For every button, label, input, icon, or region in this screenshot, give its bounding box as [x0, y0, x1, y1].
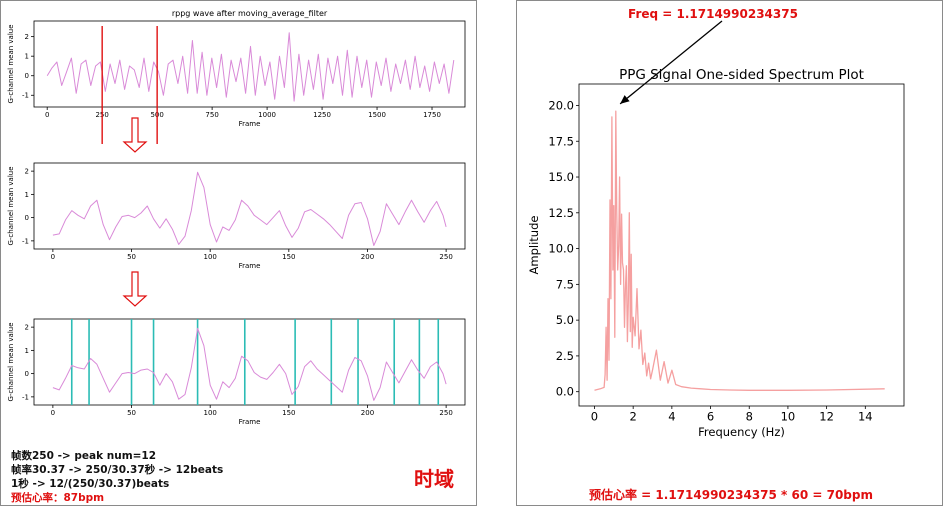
wave_full-xtick-label: 750 [205, 111, 218, 119]
spectrum-figure: 0 2 4 6 8 10 12 14 0.0 2.5 5.0 7.5 10.0 12.5 15.0 17.5 2… [527, 7, 905, 502]
down-arrow-1 [122, 117, 148, 153]
spectrum-title: PPG Signal One-sided Spectrum Plot [619, 67, 864, 83]
frequency-domain-panel: 0 2 4 6 8 10 12 14 0.0 2.5 5.0 7.5 10.0 12.5 15.0 17.5 2… [516, 0, 943, 506]
heart-rate-estimate: 预估心率：87bpm [11, 492, 105, 504]
wave_full-ytick-label: -1 [22, 92, 29, 100]
wave_peaks-xtick-label: 150 [282, 409, 295, 417]
note-line-3: 1秒 -> 12/(250/30.37)beats [11, 478, 170, 490]
wave_peaks-xtick-label: 50 [127, 409, 136, 417]
spectrum-ytick-label: 2.5 [556, 349, 574, 363]
spectrum-xtick-label: 0 [591, 410, 598, 424]
wave_peaks-xlabel: Frame [239, 418, 261, 426]
wave_peaks-xtick-label: 0 [51, 409, 55, 417]
spectrum-line [594, 110, 885, 391]
wave_zoom-xtick-label: 0 [51, 253, 55, 261]
wave_peaks-xtick-label: 100 [203, 409, 216, 417]
wave_peaks-ytick-label: -1 [22, 393, 29, 401]
spectrum-xlabel: Frequency (Hz) [698, 425, 785, 439]
wave_peaks-xtick-label: 250 [439, 409, 452, 417]
wave_full-xtick-label: 0 [45, 111, 49, 119]
spectrum-xtick-label: 8 [746, 410, 753, 424]
annotation-arrow-line [619, 20, 723, 105]
time-domain-panel: 02505007501000125015001750-1012FrameG-ch… [0, 0, 477, 506]
wave_zoom-ytick-label: 0 [25, 214, 29, 222]
spectrum-ytick-label: 10.0 [548, 242, 574, 256]
wave_full-ylabel: G-channel mean value [7, 24, 15, 103]
spectrum-xtick-label: 12 [819, 410, 834, 424]
spectrum-ytick-label: 0.0 [556, 385, 574, 399]
spectrum-ytick-label: 12.5 [548, 206, 574, 220]
wave_zoom-ytick-label: 1 [25, 191, 29, 199]
wave_full-xtick-label: 1500 [368, 111, 386, 119]
wave_full-axes-frame [33, 20, 466, 108]
wave_full-xlabel: Frame [239, 120, 261, 128]
spectrum-ytick-label: 5.0 [556, 313, 574, 327]
note-line-2: 帧率30.37 -> 250/30.37秒 -> 12beats [11, 464, 224, 476]
wave-peaks-line [52, 327, 447, 401]
wave_full-title: rppg wave after moving_average_filter [172, 9, 328, 18]
note-line-1: 帧数250 -> peak num=12 [11, 450, 157, 462]
wave_zoom-xtick-label: 250 [439, 253, 452, 261]
wave_peaks-ylabel: G-channel mean value [7, 322, 15, 401]
spectrum-ytick-label: 20.0 [548, 98, 574, 112]
time-domain-label: 时域 [414, 467, 454, 491]
wave_full-ytick-label: 0 [25, 72, 29, 80]
wave_full-xtick-label: 1000 [258, 111, 276, 119]
wave_zoom-axes-frame [33, 162, 466, 250]
wave_peaks-axes-frame [33, 318, 466, 406]
spectrum-ytick-label: 15.0 [548, 170, 574, 184]
down-arrow-2 [122, 271, 148, 307]
wave_zoom-xlabel: Frame [239, 262, 261, 270]
wave_full-ytick-label: 2 [25, 33, 29, 41]
spectrum-xtick-label: 4 [668, 410, 675, 424]
spectrum-ytick-label: 17.5 [548, 134, 574, 148]
spectrum-ytick-label: 7.5 [556, 277, 574, 291]
wave_zoom-xtick-label: 50 [127, 253, 136, 261]
time-domain-figure: 02505007501000125015001750-1012FrameG-ch… [7, 9, 466, 426]
spectrum-xtick-label: 14 [858, 410, 873, 424]
wave_zoom-xtick-label: 100 [203, 253, 216, 261]
wave-zoom-line [52, 171, 447, 246]
spectrum-xtick-label: 10 [781, 410, 796, 424]
wave_full-xtick-label: 1250 [313, 111, 331, 119]
freq-annotation: Freq = 1.1714990234375 [628, 7, 798, 21]
wave_zoom-ytick-label: 2 [25, 168, 29, 176]
wave_zoom-ylabel: G-channel mean value [7, 166, 15, 245]
frequency-heart-rate-result: 预估心率 = 1.1714990234375 * 60 = 70bpm [589, 487, 873, 502]
wave_peaks-ytick-label: 1 [25, 347, 29, 355]
annotation-arrow-head [620, 95, 630, 104]
wave_peaks-xtick-label: 200 [361, 409, 374, 417]
spectrum-xtick-label: 2 [630, 410, 637, 424]
wave_zoom-ytick-label: -1 [22, 237, 29, 245]
wave-full-line [46, 32, 455, 102]
wave_zoom-xtick-label: 150 [282, 253, 295, 261]
spectrum-ylabel: Amplitude [527, 216, 541, 275]
wave_peaks-ytick-label: 0 [25, 370, 29, 378]
wave_full-ytick-label: 1 [25, 53, 29, 61]
wave_peaks-ytick-label: 2 [25, 324, 29, 332]
spectrum-axes-frame [578, 83, 905, 407]
wave_full-xtick-label: 1750 [423, 111, 441, 119]
wave_zoom-xtick-label: 200 [361, 253, 374, 261]
spectrum-xtick-label: 6 [707, 410, 714, 424]
